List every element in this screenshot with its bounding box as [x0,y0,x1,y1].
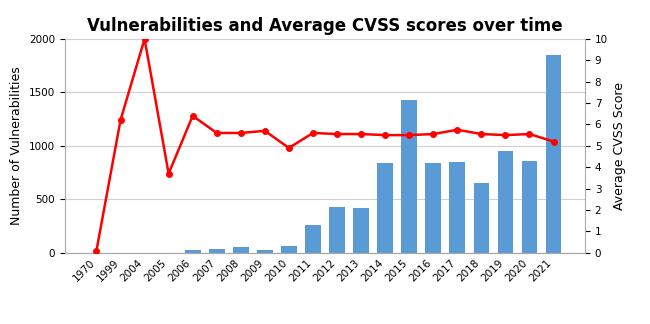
Bar [474,183,489,253]
Bar [305,225,321,253]
Bar [546,55,562,253]
Y-axis label: Number of Vulnerabilities: Number of Vulnerabilities [10,66,23,225]
Title: Vulnerabilities and Average CVSS scores over time: Vulnerabilities and Average CVSS scores … [87,17,563,35]
Bar [257,249,273,253]
Bar [450,162,465,253]
Bar [522,161,538,253]
Bar [281,246,297,253]
Bar [185,249,200,253]
Y-axis label: Average CVSS Score: Average CVSS Score [614,82,627,210]
Bar [498,151,514,253]
Bar [233,248,248,253]
Bar [353,208,369,253]
Bar [209,249,224,253]
Bar [377,163,393,253]
Bar [402,100,417,253]
Bar [426,163,441,253]
Bar [329,207,345,253]
